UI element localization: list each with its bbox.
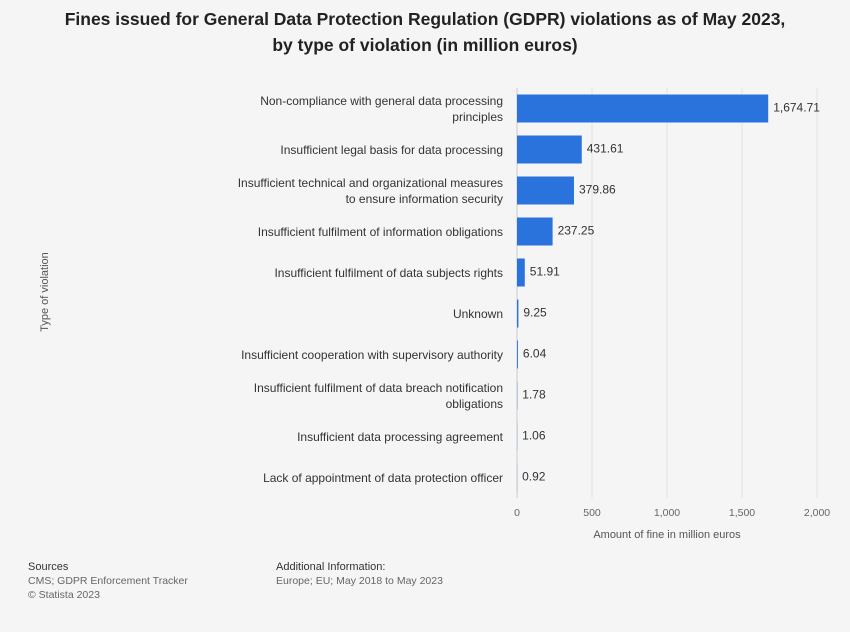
bar xyxy=(517,340,518,369)
sources-title: Sources xyxy=(28,561,69,573)
bar xyxy=(517,176,574,205)
sources: Sources CMS; GDPR Enforcement Tracker © … xyxy=(28,560,188,602)
value-label: 237.25 xyxy=(558,224,595,238)
y-axis-label: Type of violation xyxy=(39,252,51,332)
value-label: 379.86 xyxy=(579,183,616,197)
additional-title: Additional Information: xyxy=(276,561,386,573)
y-tick-label: Insufficient fulfilment of data breach n… xyxy=(253,380,503,411)
chart-title: Fines issued for General Data Protection… xyxy=(64,9,786,55)
y-tick-label: Insufficient data processing agreement xyxy=(297,429,503,444)
bar xyxy=(517,258,525,287)
value-label: 1.78 xyxy=(522,388,546,402)
bar xyxy=(517,299,519,328)
x-tick-label: 2,000 xyxy=(804,507,830,519)
value-label: 51.91 xyxy=(530,265,560,279)
x-axis-label: Amount of fine in million euros xyxy=(593,529,741,541)
source-line: CMS; GDPR Enforcement Tracker xyxy=(28,575,188,587)
x-tick-label: 0 xyxy=(514,507,520,519)
y-tick-label: Insufficient fulfilment of data subjects… xyxy=(274,265,503,280)
value-label: 9.25 xyxy=(523,306,547,320)
additional-text: Europe; EU; May 2018 to May 2023 xyxy=(276,575,443,587)
y-tick-label: Insufficient cooperation with supervisor… xyxy=(241,347,503,362)
bar xyxy=(517,217,553,246)
x-tick-label: 500 xyxy=(583,507,601,519)
value-label: 0.92 xyxy=(522,470,546,484)
y-tick-label: Unknown xyxy=(452,306,503,321)
bar xyxy=(517,135,582,164)
x-tick-label: 1,000 xyxy=(654,507,680,519)
value-label: 6.04 xyxy=(523,347,547,361)
value-label: 431.61 xyxy=(587,142,624,156)
y-tick-label: Insufficient legal basis for data proces… xyxy=(280,142,503,157)
x-tick-label: 1,500 xyxy=(729,507,755,519)
source-line: © Statista 2023 xyxy=(28,589,100,601)
additional-information: Additional Information: Europe; EU; May … xyxy=(276,560,443,588)
y-tick-label: Insufficient fulfilment of information o… xyxy=(257,224,503,239)
value-label: 1,674.71 xyxy=(773,101,820,115)
value-label: 1.06 xyxy=(522,429,546,443)
y-tick-label: Lack of appointment of data protection o… xyxy=(263,470,503,485)
y-tick-label: Insufficient technical and organizationa… xyxy=(237,175,503,206)
bar xyxy=(517,94,769,123)
y-tick-label: Non-compliance with general data process… xyxy=(260,93,503,124)
